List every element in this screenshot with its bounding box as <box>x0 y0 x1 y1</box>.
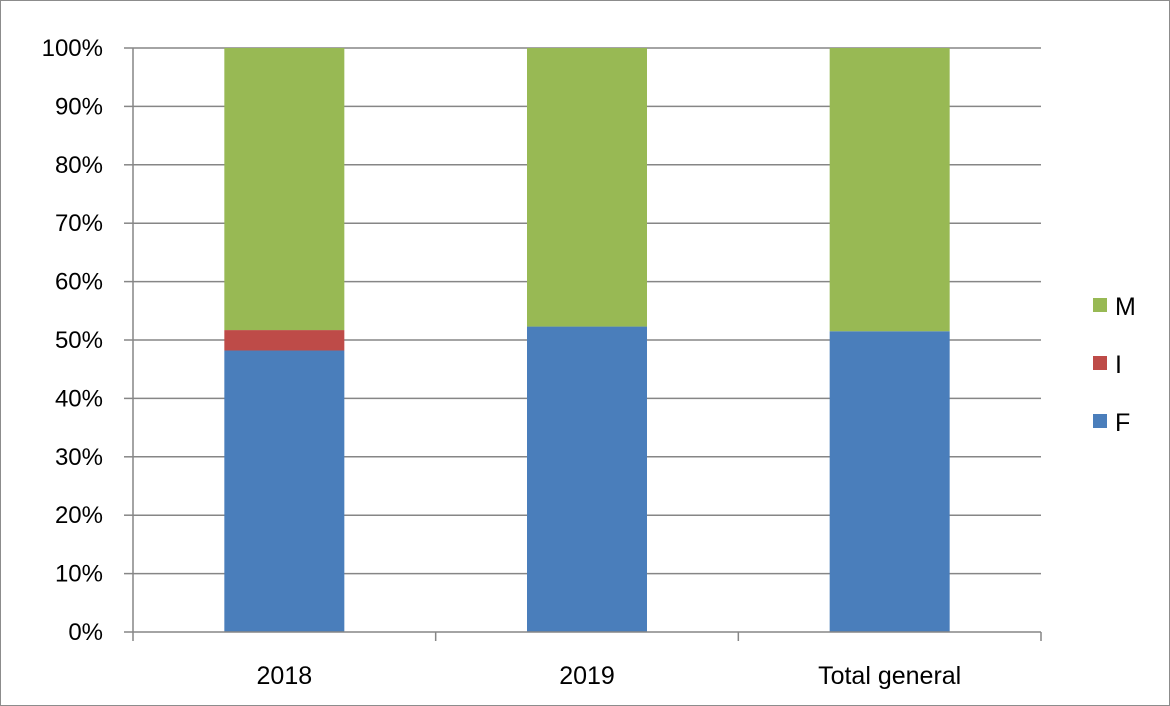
x-tick-label: 2018 <box>257 662 313 690</box>
bar-f-2019 <box>527 326 647 632</box>
y-tick-label: 50% <box>55 327 103 354</box>
axes <box>124 47 1042 641</box>
x-tick-label: 2019 <box>559 662 615 690</box>
x-tick-labels: 2018 2019 Total general <box>257 662 962 690</box>
legend-label-m: M <box>1115 293 1136 321</box>
y-tick-label: 20% <box>55 502 103 529</box>
legend-swatch-i <box>1093 356 1107 370</box>
bars <box>224 48 950 632</box>
bar-f-2018 <box>224 350 345 632</box>
y-tick-label: 30% <box>55 444 103 471</box>
y-tick-label: 80% <box>55 152 103 179</box>
bar-f-total-general <box>829 331 950 632</box>
legend-label-f: F <box>1115 409 1130 437</box>
y-tick-label: 40% <box>55 385 103 412</box>
y-tick-labels: 0% 10% 20% 30% 40% 50% 60% 70% 80% 90% 100% <box>42 35 103 646</box>
bar-i-2018 <box>224 330 345 351</box>
legend: M I F <box>1093 293 1136 437</box>
y-tick-label: 10% <box>55 561 103 588</box>
y-tick-label: 100% <box>42 35 103 62</box>
legend-swatch-f <box>1093 414 1107 428</box>
y-tick-label: 90% <box>55 93 103 120</box>
x-tick-label: Total general <box>818 662 961 690</box>
legend-swatch-m <box>1093 298 1107 312</box>
legend-label-i: I <box>1115 351 1122 379</box>
y-tick-label: 60% <box>55 269 103 296</box>
bar-m-2018 <box>224 48 345 331</box>
bar-m-total-general <box>829 48 950 332</box>
y-tick-label: 0% <box>68 619 103 646</box>
bar-m-2019 <box>527 48 647 327</box>
y-tick-label: 70% <box>55 210 103 237</box>
